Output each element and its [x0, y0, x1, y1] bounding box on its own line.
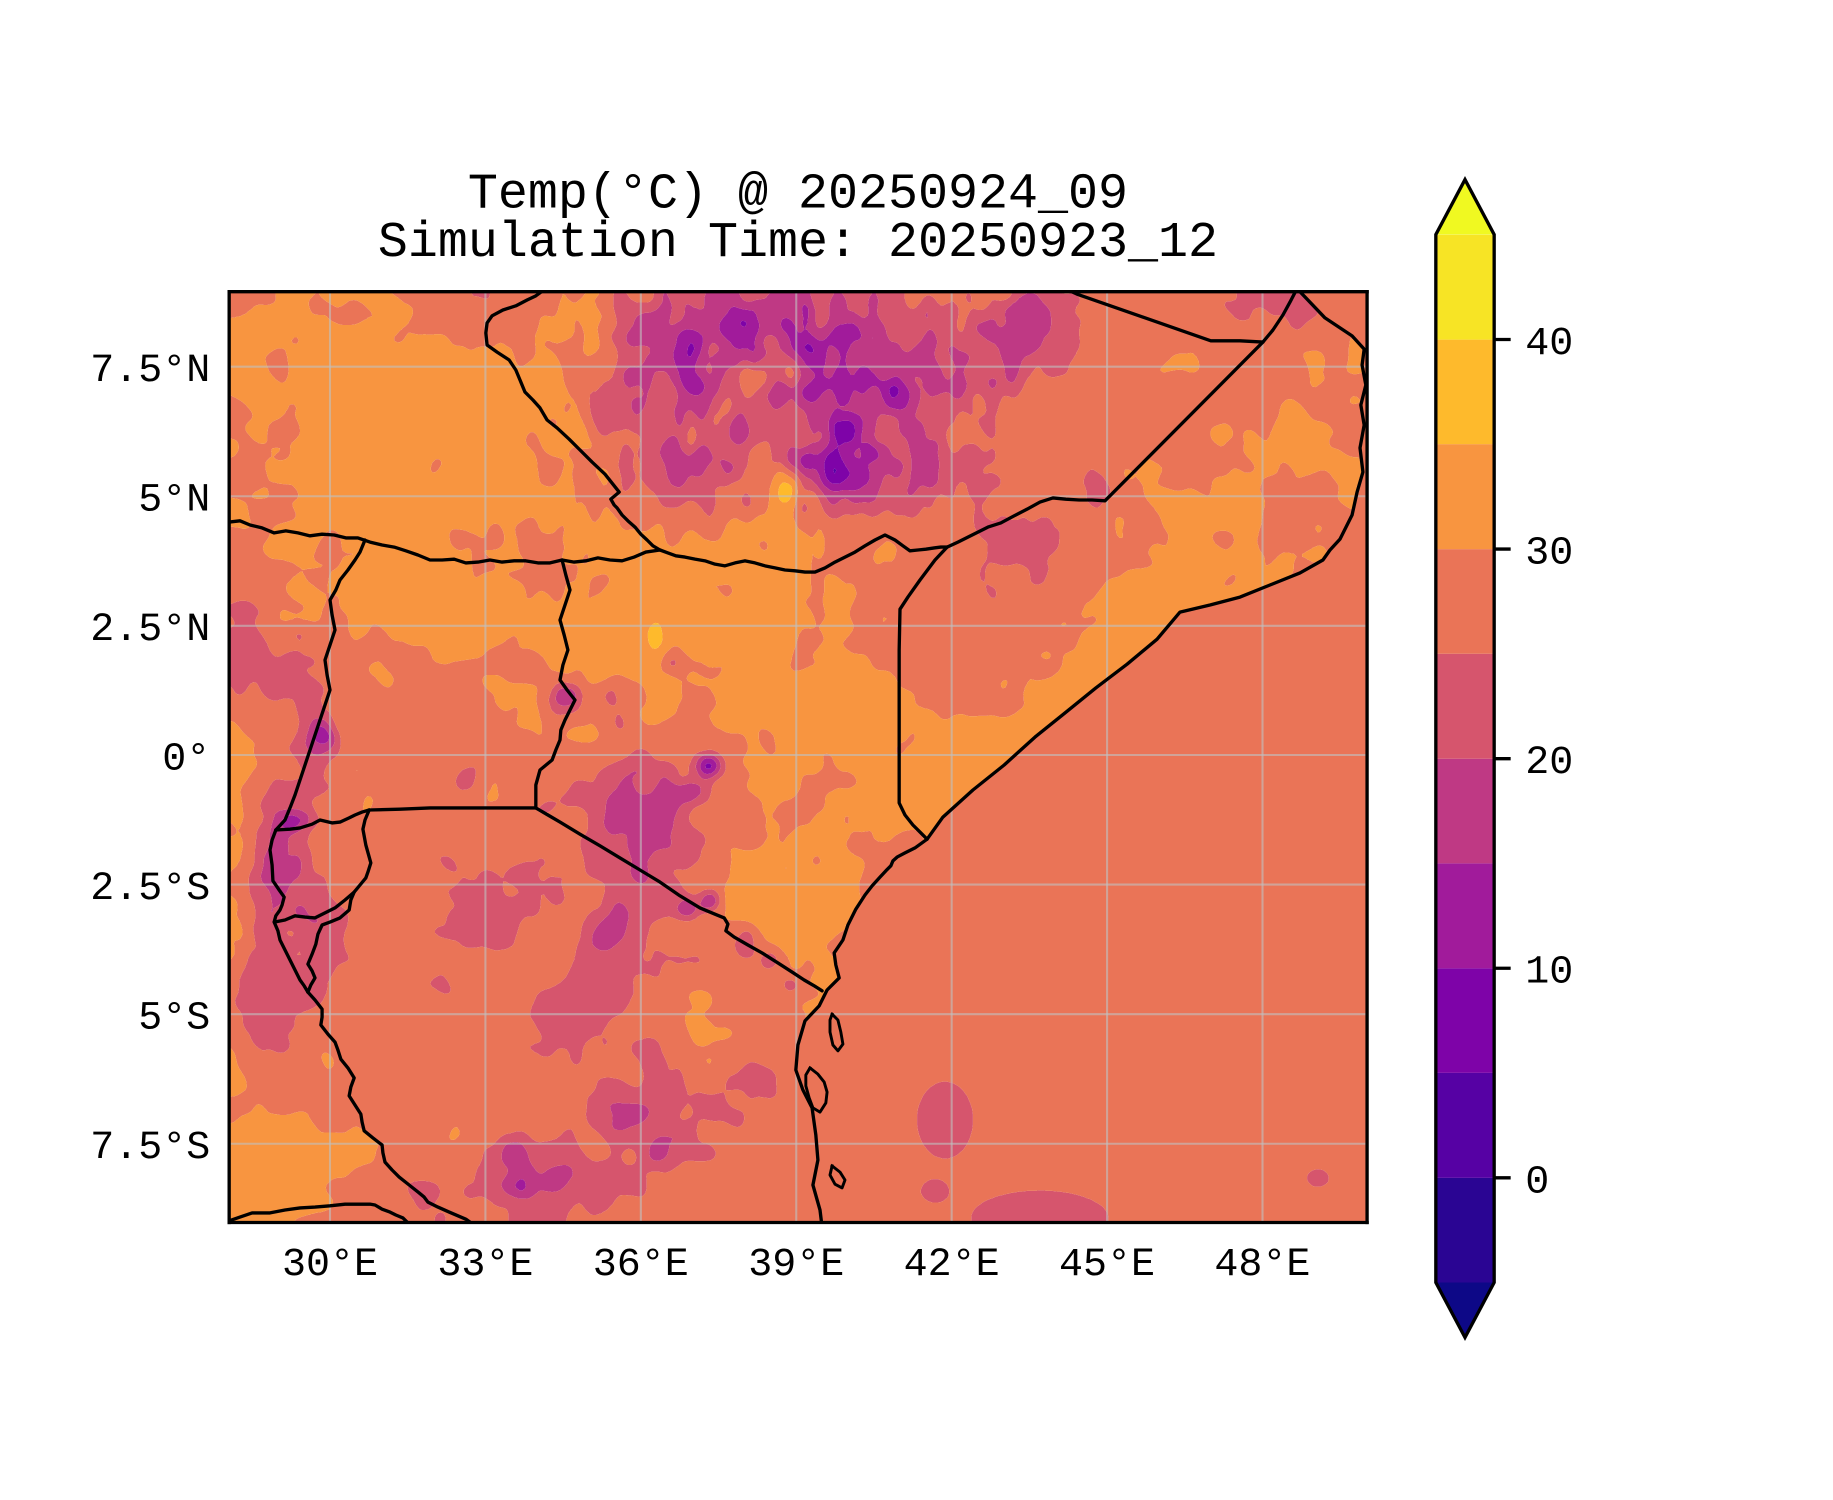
svg-text:10: 10 — [1525, 951, 1573, 996]
svg-text:2.5°S: 2.5°S — [90, 867, 210, 912]
svg-text:30: 30 — [1525, 532, 1573, 577]
svg-text:5°N: 5°N — [138, 479, 210, 524]
svg-text:40: 40 — [1525, 322, 1573, 367]
svg-text:33°E: 33°E — [437, 1243, 533, 1288]
svg-text:Simulation Time: 20250923_12: Simulation Time: 20250923_12 — [378, 215, 1218, 272]
svg-text:42°E: 42°E — [904, 1243, 1000, 1288]
svg-text:7.5°S: 7.5°S — [90, 1126, 210, 1171]
svg-text:36°E: 36°E — [593, 1243, 689, 1288]
svg-text:Temp(°C) @ 20250924_09: Temp(°C) @ 20250924_09 — [468, 166, 1128, 223]
svg-text:39°E: 39°E — [748, 1243, 844, 1288]
svg-text:20: 20 — [1525, 741, 1573, 786]
svg-text:30°E: 30°E — [282, 1243, 378, 1288]
svg-text:45°E: 45°E — [1059, 1243, 1155, 1288]
svg-text:48°E: 48°E — [1214, 1243, 1310, 1288]
svg-text:0°: 0° — [162, 738, 210, 783]
svg-text:5°S: 5°S — [138, 997, 210, 1042]
svg-text:0: 0 — [1525, 1160, 1549, 1205]
svg-text:7.5°N: 7.5°N — [90, 349, 210, 394]
svg-text:2.5°N: 2.5°N — [90, 608, 210, 653]
